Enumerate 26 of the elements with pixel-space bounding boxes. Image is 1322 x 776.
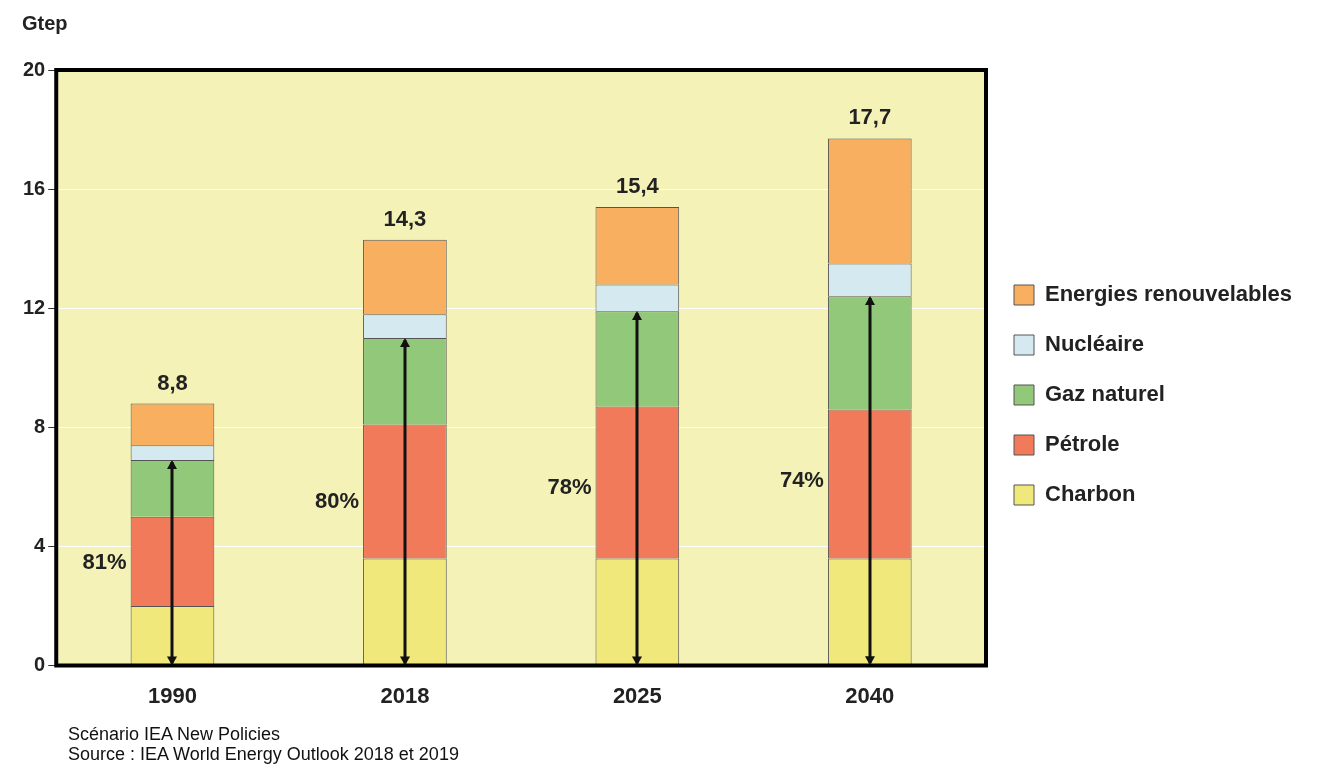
y-tick-label: 8: [34, 414, 46, 437]
total-label: 15,4: [615, 172, 660, 198]
text: Scénario IEA New Policies: [68, 724, 282, 744]
legend-label: Gaz naturel: [1045, 381, 1165, 407]
y-tick-label: 20: [23, 57, 46, 80]
y-tick-label: 16: [23, 176, 46, 199]
total-label: 14,3: [383, 205, 427, 231]
x-tick-label: 2018: [380, 682, 430, 708]
legend-label: Charbon: [1045, 481, 1136, 507]
y-tick-label: 12: [23, 295, 46, 318]
x-tick-label: 2040: [845, 682, 895, 708]
annotation: 80%: [315, 487, 360, 513]
x-tick-label: 2025: [612, 682, 662, 708]
y-tick-label: 4: [34, 534, 47, 556]
source-note: Source : IEA World Energy Outlook 2018 et 2019: [68, 744, 459, 764]
y-tick-label: 0: [34, 653, 46, 676]
legend-label: Nucléaire: [1045, 331, 1145, 357]
annotation: 78%: [547, 474, 592, 500]
annotation: 74%: [779, 467, 824, 493]
y-axis-title: Gtep: [22, 12, 68, 34]
legend-label: Energies renouvelables: [1045, 281, 1292, 307]
x-tick-label: 1990: [147, 682, 197, 708]
annotation: 81%: [82, 548, 127, 574]
total-label: 17,7: [848, 104, 892, 130]
total-label: 8,8: [157, 369, 188, 395]
legend-label: Pétrole: [1045, 431, 1120, 457]
